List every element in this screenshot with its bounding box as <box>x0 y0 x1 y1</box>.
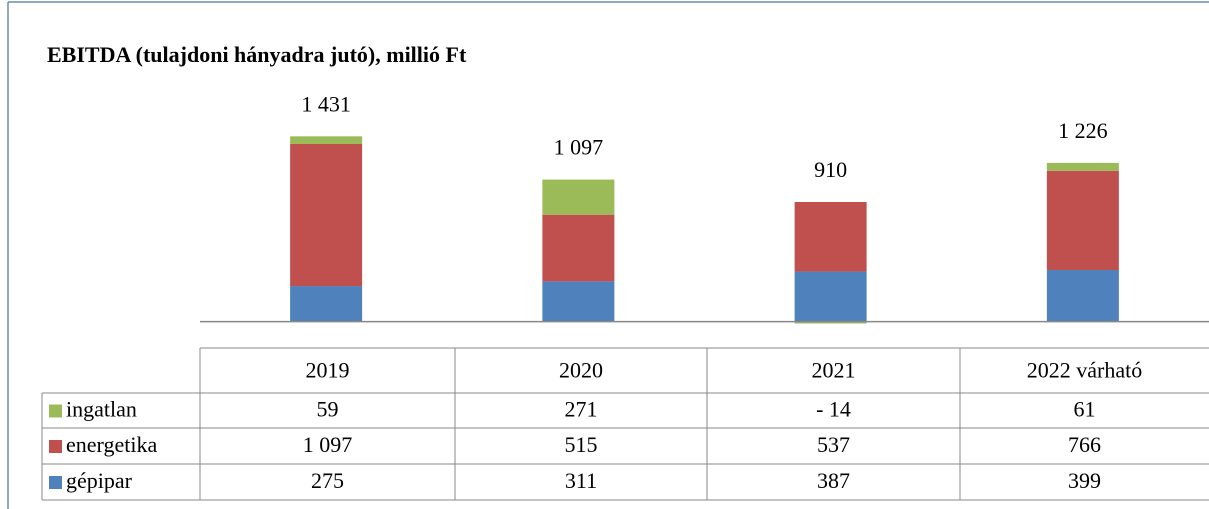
bar-segment <box>542 214 615 282</box>
table-value: 515 <box>565 432 598 457</box>
table-value: 387 <box>817 468 850 493</box>
table-value: 275 <box>311 468 344 493</box>
bar-segment <box>1046 270 1119 322</box>
x-tick-label: 2020 <box>559 358 603 383</box>
table-value: 59 <box>317 397 339 422</box>
total-label: 1 097 <box>554 135 604 160</box>
legend-swatch <box>49 440 62 453</box>
bar-segment <box>794 201 867 272</box>
legend-swatch <box>49 404 62 418</box>
table-value: 61 <box>1074 397 1096 422</box>
legend-swatch <box>49 476 62 489</box>
bar-segment <box>1046 170 1119 270</box>
x-tick-label: 2022 várható <box>1027 358 1142 383</box>
table-value: 311 <box>565 468 597 493</box>
legend-label: energetika <box>66 432 157 457</box>
bar-segment <box>794 321 867 324</box>
total-label: 1 431 <box>301 91 351 116</box>
legend-label: gépipar <box>66 468 133 493</box>
table-value: 766 <box>1068 432 1101 457</box>
legend-label: ingatlan <box>66 397 137 422</box>
bar-segment <box>542 179 615 215</box>
bar-segment <box>290 143 363 287</box>
bar-segment <box>542 281 615 322</box>
bar-segment <box>290 136 363 144</box>
total-label: 910 <box>814 157 847 182</box>
bar-segment <box>290 286 363 322</box>
x-tick-label: 2021 <box>812 358 856 383</box>
x-tick-label: 2019 <box>306 358 350 383</box>
table-value: - 14 <box>816 397 851 422</box>
chart-title: EBITDA (tulajdoni hányadra jutó), millió… <box>47 42 467 67</box>
table-value: 399 <box>1068 468 1101 493</box>
total-label: 1 226 <box>1058 118 1108 143</box>
table-value: 1 097 <box>303 432 353 457</box>
bar-segment <box>794 271 867 322</box>
table-value: 537 <box>817 432 850 457</box>
table-value: 271 <box>565 397 598 422</box>
bar-segment <box>1046 162 1119 171</box>
